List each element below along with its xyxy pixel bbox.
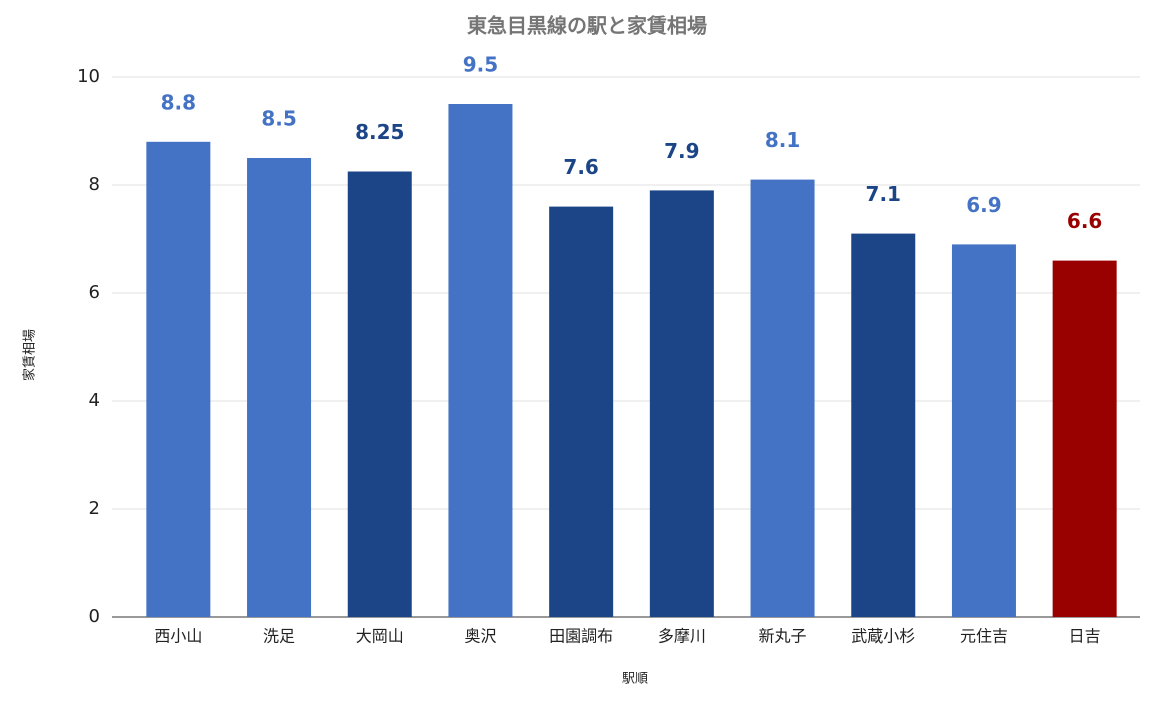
data-label: 7.6 [563, 155, 598, 179]
y-tick-label: 0 [89, 606, 100, 627]
data-label: 8.1 [765, 128, 800, 152]
y-tick-label: 4 [89, 390, 100, 411]
x-tick-label: 西小山 [154, 627, 202, 646]
x-tick-label: 元住吉 [960, 627, 1008, 646]
data-label: 7.1 [866, 182, 901, 206]
x-tick-label: 武蔵小杉 [851, 627, 915, 646]
data-label: 7.9 [664, 139, 699, 163]
bar [951, 244, 1016, 617]
bar [549, 206, 614, 617]
data-label: 9.5 [463, 53, 498, 77]
bar [1052, 260, 1117, 617]
bar [750, 179, 815, 617]
bar [448, 104, 513, 617]
x-tick-label: 大岡山 [356, 627, 404, 646]
data-label: 8.8 [161, 90, 196, 114]
x-tick-label: 田園調布 [549, 627, 613, 646]
y-tick-label: 10 [77, 66, 100, 87]
x-axis-label: 駅順 [622, 672, 648, 687]
y-tick-label: 2 [89, 498, 100, 519]
x-tick-label: 多摩川 [658, 627, 706, 646]
x-tick-label: 日吉 [1069, 627, 1101, 646]
data-label: 6.6 [1067, 209, 1102, 233]
bar [347, 171, 412, 617]
data-label: 8.25 [355, 120, 404, 144]
x-tick-label: 新丸子 [759, 627, 807, 646]
x-tick-label: 洗足 [263, 627, 295, 646]
bar [247, 158, 312, 617]
chart-title: 東急目黒線の駅と家賃相場 [467, 14, 707, 38]
bar [649, 190, 714, 617]
x-tick-label: 奥沢 [464, 627, 496, 646]
y-tick-label: 6 [89, 282, 100, 303]
data-label: 6.9 [966, 193, 1001, 217]
y-tick-label: 8 [89, 174, 100, 195]
bar [851, 233, 916, 617]
bar [146, 141, 211, 618]
data-label: 8.5 [261, 107, 296, 131]
y-axis-label: 家賃相場 [22, 329, 38, 381]
